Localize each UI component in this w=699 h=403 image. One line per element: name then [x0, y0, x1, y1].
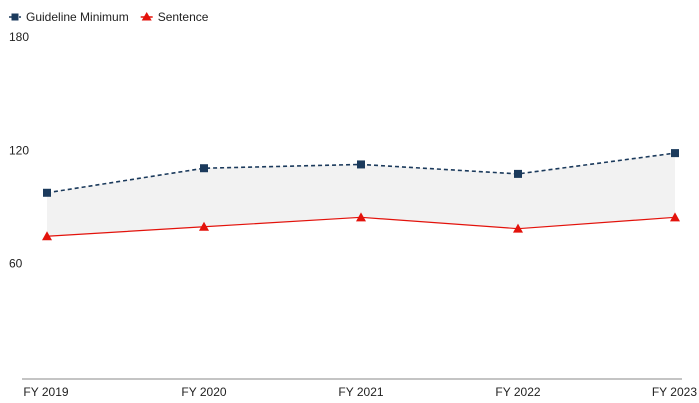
point-guideline-minimum-fy-2019: [43, 188, 51, 197]
point-sentence-fy-2023: [670, 212, 680, 222]
x-tick-label-fy-2021: FY 2021: [338, 385, 383, 398]
x-tick-label-fy-2022: FY 2022: [495, 385, 540, 398]
legend-item-sentence: Sentence: [140, 10, 209, 24]
x-tick-label-fy-2019: FY 2019: [23, 385, 68, 398]
tick-labels-layer: 60 120 180 FY 2019 FY 2020 FY 2021 FY 2022 FY 2…: [9, 30, 697, 399]
point-guideline-minimum-fy-2023: [671, 149, 679, 158]
legend: Guideline Minimum Sentence: [9, 10, 209, 24]
legend-label-sentence: Sentence: [158, 10, 209, 24]
point-sentence-fy-2021: [356, 212, 366, 222]
y-tick-label-60: 60: [9, 257, 23, 271]
point-guideline-minimum-fy-2022: [514, 169, 522, 178]
legend-marker-guideline-minimum: [11, 13, 19, 21]
point-guideline-minimum-fy-2021: [357, 160, 365, 169]
legend-marker-sentence: [141, 12, 152, 21]
point-guideline-minimum-fy-2020: [200, 164, 208, 173]
x-tick-label-fy-2020: FY 2020: [181, 385, 226, 398]
point-sentence-fy-2019: [42, 231, 52, 241]
point-sentence-fy-2020: [199, 221, 209, 231]
legend-label-guideline-minimum: Guideline Minimum: [26, 10, 129, 24]
x-tick-label-fy-2023: FY 2023: [652, 385, 697, 398]
y-tick-label-120: 120: [9, 143, 29, 157]
y-tick-label-180: 180: [9, 30, 29, 44]
point-sentence-fy-2022: [513, 223, 523, 233]
legend-item-guideline-minimum: Guideline Minimum: [9, 10, 129, 24]
series-markers-layer: [42, 149, 680, 241]
